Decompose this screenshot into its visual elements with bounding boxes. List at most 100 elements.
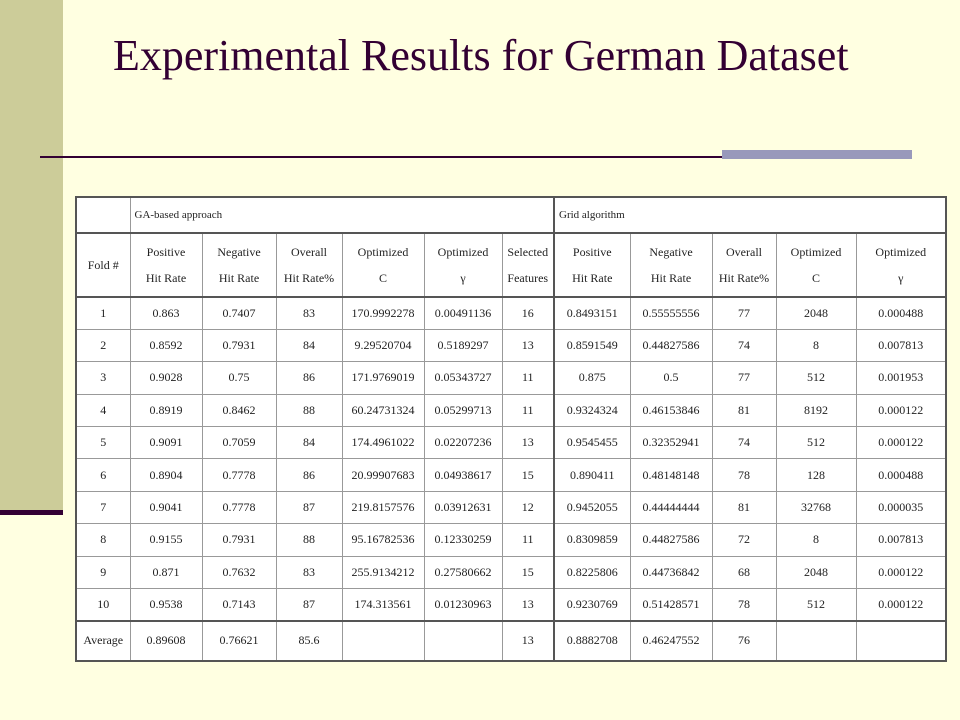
table-cell: 0.27580662 (423, 555, 503, 590)
header-line-1: Overall (291, 245, 327, 259)
average-cell: 13 (501, 620, 555, 662)
table-cell: 20.99907683 (341, 458, 425, 492)
header-line-1: Negative (649, 245, 693, 259)
header-line-2: Hit Rate% (718, 271, 770, 285)
table-cell: 0.48148148 (629, 458, 713, 492)
header-line-1: Positive (146, 245, 186, 259)
corner-cell (75, 196, 131, 234)
grid-col-header-0: Positive Hit Rate (553, 232, 631, 298)
table-cell: 0.000035 (855, 490, 947, 525)
header-line-2: Features (507, 271, 549, 285)
table-cell: 0.7931 (201, 523, 277, 557)
table-cell: 0.7407 (201, 296, 277, 330)
table-cell: 77 (711, 361, 777, 395)
group-header-row: GA-based approach Grid algorithm (75, 196, 947, 234)
table-cell: 0.8225806 (553, 555, 631, 590)
table-cell: 8192 (775, 393, 857, 428)
table-cell: 0.00491136 (423, 296, 503, 330)
table-cell: 0.44827586 (629, 328, 713, 363)
table-cell: 174.4961022 (341, 426, 425, 460)
grid-col-header-3: Optimized C (775, 232, 857, 298)
ga-col-header-1: Negative Hit Rate (201, 232, 277, 298)
table-row: 10 0.9538 0.7143 87 174.313561 0.01230963 13 0.… (75, 588, 947, 622)
results-table-container: GA-based approach Grid algorithm Fold # Pos… (75, 196, 948, 662)
table-cell: 255.9134212 (341, 555, 425, 590)
table-cell: 0.000488 (855, 458, 947, 492)
table-cell: 88 (275, 393, 343, 428)
table-cell: 0.8904 (129, 458, 203, 492)
header-line-2: Hit Rate (650, 271, 692, 285)
table-cell: 32768 (775, 490, 857, 525)
table-cell: 0.9155 (129, 523, 203, 557)
table-cell: 170.9992278 (341, 296, 425, 330)
table-cell: 78 (711, 588, 777, 622)
header-line-2: γ (898, 271, 904, 285)
table-cell: 6 (75, 458, 131, 492)
table-cell: 83 (275, 555, 343, 590)
table-cell: 81 (711, 393, 777, 428)
header-line-1: Optimized (875, 245, 927, 259)
table-cell: 13 (501, 328, 555, 363)
header-line-1: Overall (726, 245, 762, 259)
grid-col-header-1: Negative Hit Rate (629, 232, 713, 298)
table-cell: 87 (275, 490, 343, 525)
average-row: Average 0.89608 0.76621 85.6 13 0.8882708 0.46… (75, 620, 947, 662)
header-line-1: Negative (217, 245, 261, 259)
table-cell: 0.000122 (855, 426, 947, 460)
header-line-1: Optimized (790, 245, 842, 259)
ga-col-header-5: Selected Features (501, 232, 555, 298)
table-cell: 0.9230769 (553, 588, 631, 622)
table-cell: 8 (775, 523, 857, 557)
table-cell: 0.863 (129, 296, 203, 330)
table-cell: 9 (75, 555, 131, 590)
table-cell: 68 (711, 555, 777, 590)
table-cell: 0.000488 (855, 296, 947, 330)
table-cell: 0.000122 (855, 555, 947, 590)
title-underline (40, 156, 722, 158)
header-line-1: Optimized (357, 245, 409, 259)
table-row: 4 0.8919 0.8462 88 60.24731324 0.05299713 11 0.… (75, 393, 947, 428)
table-cell: 88 (275, 523, 343, 557)
left-accent-bar (0, 0, 63, 512)
ga-col-header-2: Overall Hit Rate% (275, 232, 343, 298)
average-cell (855, 620, 947, 662)
table-cell: 0.9538 (129, 588, 203, 622)
table-cell: 8 (775, 328, 857, 363)
table-cell: 0.01230963 (423, 588, 503, 622)
slide-title: Experimental Results for German Dataset (113, 31, 849, 80)
table-cell: 0.8919 (129, 393, 203, 428)
table-cell: 0.51428571 (629, 588, 713, 622)
table-cell: 13 (501, 588, 555, 622)
table-cell: 0.9324324 (553, 393, 631, 428)
table-cell: 0.7632 (201, 555, 277, 590)
column-header-row: Fold # Positive Hit Rate Negative Hit Rate Ov… (75, 232, 947, 298)
table-cell: 5 (75, 426, 131, 460)
table-cell: 4 (75, 393, 131, 428)
table-row: 1 0.863 0.7407 83 170.9992278 0.00491136 16 0.8… (75, 296, 947, 330)
table-cell: 16 (501, 296, 555, 330)
table-cell: 2048 (775, 296, 857, 330)
average-cell: 0.76621 (201, 620, 277, 662)
average-cell (775, 620, 857, 662)
table-cell: 11 (501, 523, 555, 557)
table-cell: 0.001953 (855, 361, 947, 395)
table-cell: 0.9091 (129, 426, 203, 460)
results-table: GA-based approach Grid algorithm Fold # Pos… (75, 196, 948, 662)
header-line-2: C (378, 271, 387, 285)
average-cell: 85.6 (275, 620, 343, 662)
table-cell: 0.8591549 (553, 328, 631, 363)
table-cell: 10 (75, 588, 131, 622)
table-cell: 15 (501, 555, 555, 590)
group-ga-approach: GA-based approach (129, 196, 555, 234)
table-cell: 0.9028 (129, 361, 203, 395)
table-cell: 128 (775, 458, 857, 492)
table-cell: 8 (75, 523, 131, 557)
average-cell: 0.46247552 (629, 620, 713, 662)
table-cell: 0.44736842 (629, 555, 713, 590)
table-cell: 0.9452055 (553, 490, 631, 525)
header-line-2: Hit Rate% (283, 271, 335, 285)
table-cell: 1 (75, 296, 131, 330)
left-accent-line (0, 510, 63, 515)
table-cell: 0.007813 (855, 328, 947, 363)
table-cell: 74 (711, 426, 777, 460)
